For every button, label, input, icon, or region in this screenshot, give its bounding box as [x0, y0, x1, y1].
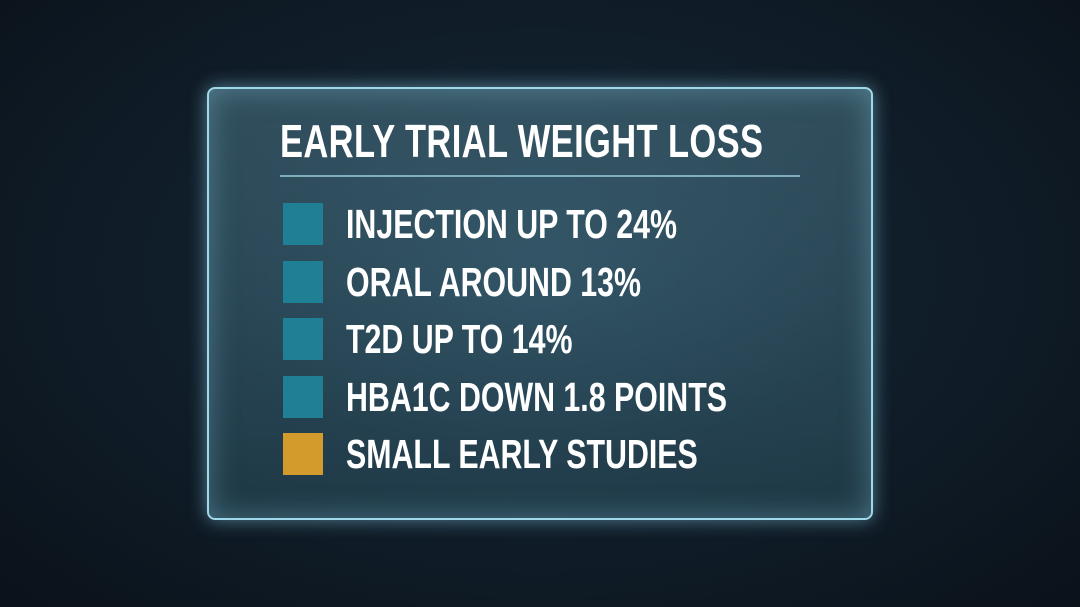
- item-label: INJECTION UP TO 24%: [346, 201, 678, 247]
- item-label: ORAL AROUND 13%: [346, 258, 642, 305]
- item-label: HBA1C DOWN 1.8 POINTS: [346, 373, 727, 420]
- item-label: T2D UP TO 14%: [346, 316, 573, 362]
- title: EARLY TRIAL WEIGHT LOSS: [280, 115, 764, 167]
- bullet-square: [283, 433, 323, 475]
- item-label: SMALL EARLY STUDIES: [346, 431, 698, 477]
- bullet-square: [283, 318, 323, 360]
- bullet-square: [283, 203, 323, 245]
- divider: [280, 175, 800, 177]
- bullet-square: [283, 375, 323, 418]
- bullet-square: [283, 260, 323, 303]
